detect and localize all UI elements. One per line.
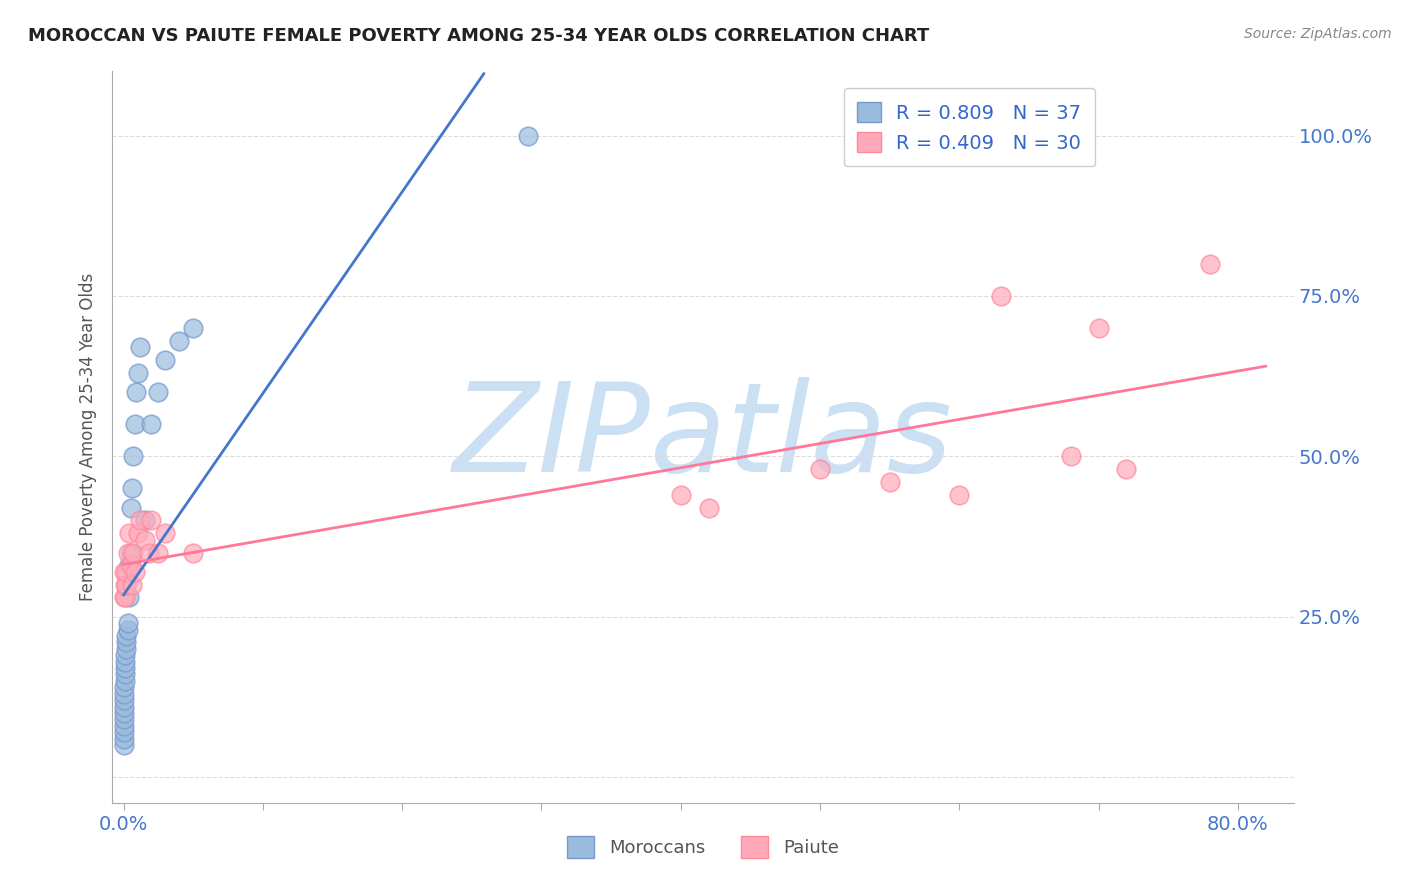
Point (120, 545, 142, 559)
Point (114, 667, 136, 681)
Point (114, 591, 136, 605)
Point (1087, 321, 1109, 335)
Point (118, 526, 141, 541)
Point (114, 661, 136, 675)
Point (115, 635, 138, 649)
Point (948, 488, 970, 502)
Point (114, 673, 136, 688)
Point (121, 577, 143, 591)
Point (112, 731, 135, 746)
Text: ZIPatlas: ZIPatlas (453, 376, 953, 498)
Point (112, 706, 135, 720)
Point (990, 289, 1012, 303)
Point (516, 128, 538, 143)
Point (112, 681, 135, 695)
Point (114, 577, 136, 591)
Point (112, 725, 135, 739)
Point (1199, 257, 1222, 271)
Point (127, 526, 149, 541)
Point (155, 526, 177, 541)
Point (112, 719, 135, 733)
Point (112, 687, 135, 701)
Point (669, 488, 692, 502)
Point (120, 500, 142, 515)
Point (112, 693, 135, 707)
Point (148, 545, 170, 559)
Point (122, 450, 145, 464)
Point (117, 623, 139, 637)
Point (129, 340, 152, 354)
Point (124, 565, 146, 579)
Point (115, 641, 138, 656)
Text: Source: ZipAtlas.com: Source: ZipAtlas.com (1244, 27, 1392, 41)
Legend: Moroccans, Paiute: Moroccans, Paiute (558, 827, 848, 867)
Point (124, 417, 146, 432)
Point (115, 565, 138, 579)
Point (114, 648, 136, 663)
Point (129, 514, 152, 528)
Point (148, 385, 170, 400)
Y-axis label: Female Poverty Among 25-34 Year Olds: Female Poverty Among 25-34 Year Olds (79, 273, 97, 601)
Point (808, 462, 831, 476)
Point (127, 366, 149, 380)
Point (181, 321, 204, 335)
Point (138, 545, 160, 559)
Point (155, 353, 177, 368)
Point (1115, 462, 1137, 476)
Point (169, 334, 191, 348)
Point (117, 545, 139, 559)
Point (141, 417, 163, 432)
Point (112, 591, 135, 605)
Point (114, 655, 136, 669)
Point (112, 699, 135, 714)
Point (181, 545, 204, 559)
Point (112, 712, 135, 726)
Point (122, 545, 145, 559)
Point (879, 475, 901, 489)
Point (121, 482, 143, 496)
Point (118, 558, 141, 573)
Point (117, 616, 139, 631)
Point (1060, 450, 1083, 464)
Text: MOROCCAN VS PAIUTE FEMALE POVERTY AMONG 25-34 YEAR OLDS CORRELATION CHART: MOROCCAN VS PAIUTE FEMALE POVERTY AMONG … (28, 27, 929, 45)
Point (115, 629, 138, 643)
Point (120, 558, 142, 573)
Point (134, 514, 156, 528)
Point (115, 577, 138, 591)
Point (118, 591, 141, 605)
Point (112, 738, 135, 752)
Point (112, 565, 135, 579)
Point (134, 533, 156, 547)
Point (697, 500, 720, 515)
Point (141, 514, 163, 528)
Point (125, 385, 148, 400)
